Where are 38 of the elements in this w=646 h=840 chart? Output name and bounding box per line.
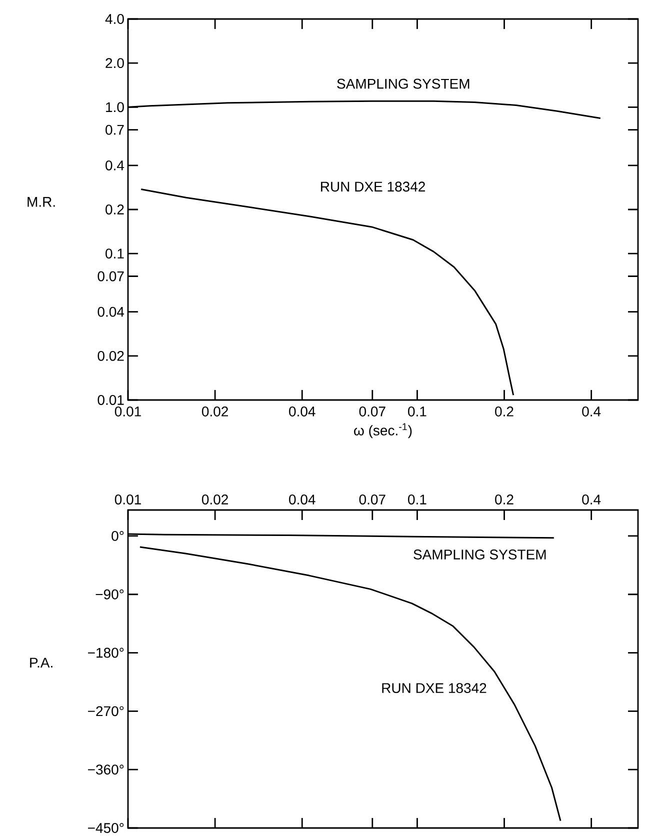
y-axis-title: P.A. xyxy=(30,658,52,668)
series-label: SAMPLING SYSTEM xyxy=(337,78,470,89)
y-tick-label: 0.1 xyxy=(106,248,124,259)
x-axis-title: ω (sec.$^{-1}$) xyxy=(354,423,412,438)
x-tick-label: 0.01 xyxy=(114,406,141,416)
x-tick-label: 0.1 xyxy=(408,406,426,416)
x-tick-label: 0.02 xyxy=(202,406,228,416)
y-tick-label: −450° xyxy=(88,823,124,833)
x-tick-label: 0.07 xyxy=(359,406,386,416)
y-tick-label: −270° xyxy=(88,706,124,716)
y-tick-label: 4.0 xyxy=(105,14,124,24)
y-tick-label: 2.0 xyxy=(106,58,124,68)
y-tick-label: 0.04 xyxy=(98,306,124,317)
y-tick-label: −360° xyxy=(88,764,124,775)
y-axis-title: M.R. xyxy=(28,197,55,207)
x-tick-label: 0.4 xyxy=(582,494,601,504)
x-tick-label: 0.04 xyxy=(289,406,316,416)
y-tick-label: −90° xyxy=(96,589,124,600)
x-tick-label: 0.07 xyxy=(359,494,386,504)
y-tick-label: 0.2 xyxy=(106,204,124,214)
y-tick-label: 0.4 xyxy=(106,160,124,170)
x-tick-label: 0.2 xyxy=(495,406,514,416)
x-tick-label: 0.01 xyxy=(114,494,141,504)
y-tick-label: 1.0 xyxy=(106,102,124,112)
x-tick-label: 0.4 xyxy=(582,406,601,416)
x-tick-label: 0.2 xyxy=(495,494,514,504)
series-label: RUN DXE 18342 xyxy=(321,182,425,192)
y-tick-label: 0.01 xyxy=(98,395,124,405)
x-tick-label: 0.04 xyxy=(289,494,316,504)
series-label: SAMPLING SYSTEM xyxy=(414,550,546,560)
y-tick-label: −180° xyxy=(88,648,124,658)
y-tick-label: 0.02 xyxy=(98,350,124,361)
y-tick-label: 0.07 xyxy=(98,271,124,282)
y-tick-label: 0° xyxy=(112,530,124,541)
x-tick-label: 0.1 xyxy=(408,494,426,504)
series-label: RUN DXE 18342 xyxy=(382,683,486,694)
x-tick-label: 0.02 xyxy=(202,494,228,504)
y-tick-label: 0.7 xyxy=(106,124,124,135)
